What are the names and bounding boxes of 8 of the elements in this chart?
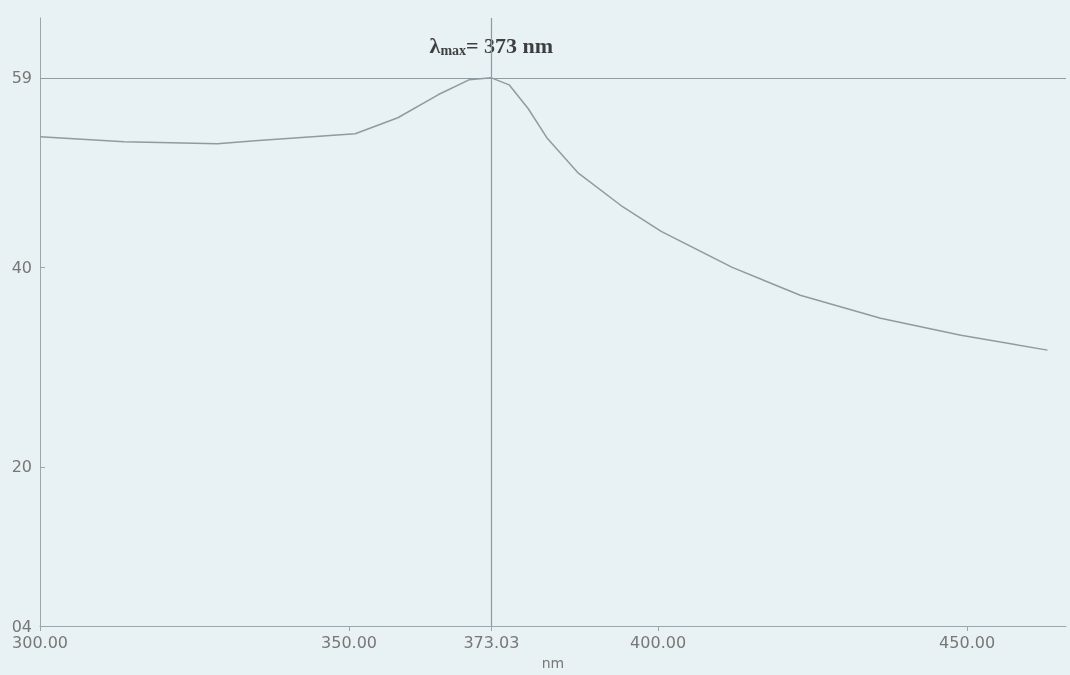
y-tick-label: 59 <box>11 68 32 88</box>
x-tick-label: 350.00 <box>321 632 378 652</box>
x-tick-label: 450.00 <box>939 632 996 652</box>
x-tick-label: 400.00 <box>630 632 687 652</box>
y-tick-label: 20 <box>11 457 32 477</box>
x-tick-label: 373.03 <box>463 632 520 652</box>
x-axis-title: nm <box>541 655 565 671</box>
y-tick-label: 40 <box>11 257 32 277</box>
